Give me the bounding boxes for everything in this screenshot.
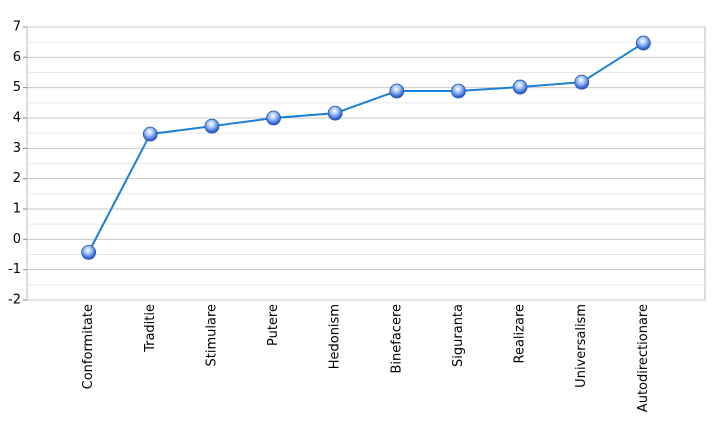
x-tick-label: Autodirectionare (636, 304, 651, 412)
y-tick-label: 0 (13, 232, 21, 247)
x-tick-label: Traditie (143, 304, 158, 353)
x-tick-label: Stimulare (204, 304, 219, 367)
y-tick-label: -1 (8, 262, 21, 277)
y-tick-label: 4 (13, 111, 21, 126)
x-tick-label: Universalism (574, 304, 589, 388)
x-tick-label: Binefacere (389, 304, 404, 374)
y-tick-label: 7 (13, 20, 21, 35)
x-tick-label: Hedonism (328, 304, 343, 369)
y-tick-label: 5 (13, 80, 21, 95)
x-tick-label: Siguranta (451, 304, 466, 367)
line (87, 42, 644, 253)
point (451, 83, 466, 99)
x-tick-label: Realizare (513, 304, 528, 363)
point (327, 105, 343, 121)
point (204, 118, 220, 134)
point (81, 244, 97, 260)
x-tick-label: Conformitate (81, 304, 96, 389)
point (574, 74, 590, 90)
point (635, 35, 651, 51)
y-tick-label: -2 (8, 293, 21, 308)
y-tick-label: 2 (13, 171, 21, 186)
y-tick-label: 1 (13, 202, 21, 217)
y-tick-label: 6 (13, 50, 21, 65)
y-tick-label: 3 (13, 141, 21, 156)
point (512, 79, 528, 95)
x-tick-label: Putere (266, 304, 281, 346)
point (389, 83, 405, 99)
point (142, 126, 158, 142)
point (266, 110, 281, 126)
